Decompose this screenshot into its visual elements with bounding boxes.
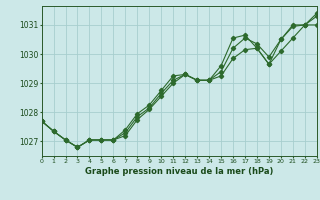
- X-axis label: Graphe pression niveau de la mer (hPa): Graphe pression niveau de la mer (hPa): [85, 167, 273, 176]
